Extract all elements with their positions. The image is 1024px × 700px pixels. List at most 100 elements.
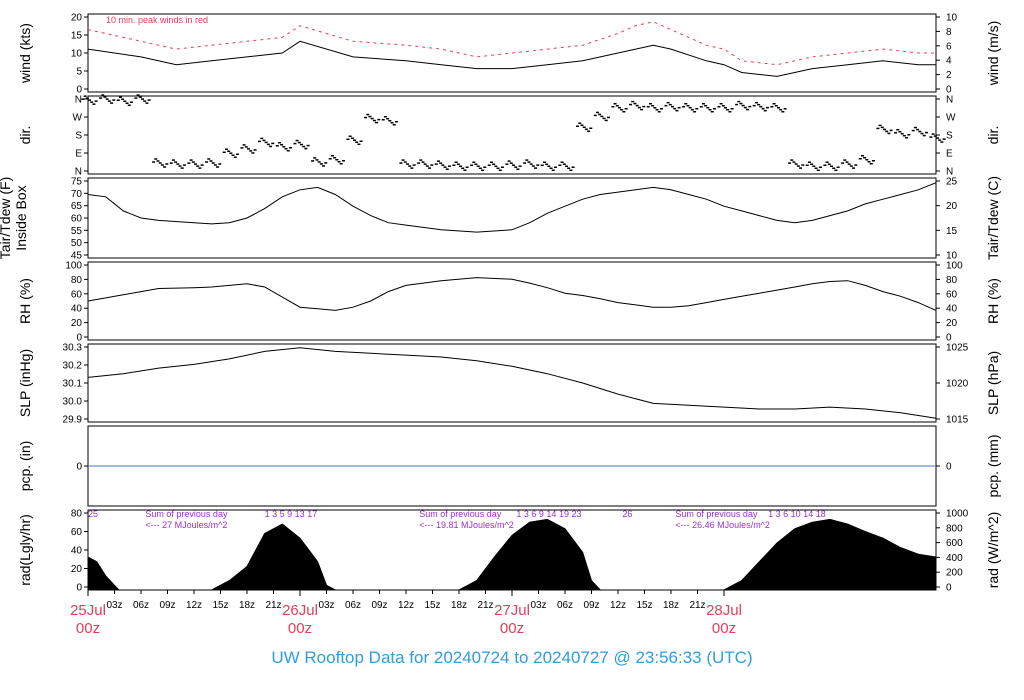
- data-point: [500, 166, 504, 168]
- data-point: [107, 100, 111, 102]
- data-point: [642, 105, 646, 108]
- data-point: [757, 103, 761, 106]
- y-tick-label-left: E: [75, 149, 82, 160]
- data-point: [337, 161, 341, 163]
- y-tick-label-right: 100: [946, 261, 963, 272]
- data-point: [942, 138, 946, 140]
- data-point: [781, 111, 785, 113]
- data-point: [655, 109, 659, 111]
- data-point: [878, 124, 882, 127]
- data-point: [536, 164, 540, 166]
- data-point: [832, 167, 836, 169]
- data-point: [494, 165, 498, 167]
- data-point: [743, 106, 747, 109]
- data-point: [348, 135, 352, 137]
- data-point: [366, 113, 370, 116]
- data-point: [388, 120, 392, 122]
- data-point: [328, 158, 332, 160]
- data-point: [763, 109, 767, 112]
- data-point: [531, 165, 535, 167]
- data-point: [410, 167, 414, 169]
- data-point: [582, 126, 586, 128]
- data-point: [169, 162, 173, 164]
- data-point: [300, 143, 303, 146]
- data-point: [633, 102, 637, 105]
- data-point: [110, 102, 114, 104]
- data-point: [505, 163, 509, 165]
- data-point: [584, 128, 588, 130]
- y-tick-label-right: E: [946, 149, 953, 160]
- y-tick-label-right: 60: [946, 289, 958, 300]
- data-point: [889, 129, 893, 132]
- y-tick-label-left: 70: [71, 189, 83, 200]
- data-point: [341, 160, 345, 162]
- y-tick-label-left: N: [75, 167, 82, 178]
- data-point: [165, 163, 169, 165]
- data-point: [894, 132, 898, 134]
- y-axis-label-right: RH (%): [985, 278, 1001, 324]
- data-point: [777, 107, 780, 109]
- data-point: [883, 128, 886, 131]
- data-point: [233, 156, 237, 158]
- data-point: [721, 105, 725, 107]
- x-tick-label: 09z: [583, 600, 599, 611]
- data-point: [284, 148, 288, 150]
- data-line: [87, 277, 937, 311]
- data-point: [637, 106, 641, 109]
- data-point: [580, 124, 584, 126]
- data-point: [717, 106, 721, 108]
- data-point: [158, 162, 162, 164]
- x-tick-label: 15z: [212, 600, 228, 611]
- data-point: [421, 161, 425, 163]
- data-point: [417, 162, 421, 164]
- data-point: [127, 104, 131, 106]
- data-point: [364, 116, 368, 119]
- data-point: [659, 108, 663, 110]
- data-point: [933, 135, 937, 137]
- data-point: [507, 160, 511, 162]
- data-point: [470, 164, 474, 166]
- y-tick-label-right: 200: [946, 568, 963, 579]
- data-point: [174, 161, 178, 163]
- data-point: [399, 162, 403, 164]
- data-point: [412, 164, 416, 166]
- data-point: [428, 167, 432, 169]
- data-point: [765, 106, 769, 109]
- data-point: [145, 102, 149, 104]
- data-point: [825, 161, 829, 163]
- data-point: [302, 145, 306, 148]
- data-point: [830, 165, 833, 167]
- data-point: [381, 119, 385, 121]
- data-point: [275, 145, 279, 147]
- data-point: [622, 111, 626, 113]
- y-tick-label-right: 1000: [946, 509, 969, 520]
- data-point: [90, 101, 94, 103]
- data-point: [286, 150, 290, 152]
- data-point: [216, 166, 220, 168]
- data-point: [843, 159, 847, 161]
- data-point: [613, 103, 617, 105]
- data-point: [487, 164, 491, 166]
- data-point: [774, 105, 778, 107]
- data-point: [640, 108, 644, 111]
- x-tick-label: 12z: [398, 600, 414, 611]
- data-point: [313, 157, 317, 159]
- data-point: [143, 100, 147, 102]
- data-point: [834, 169, 838, 171]
- data-point: [459, 165, 462, 167]
- data-point: [481, 169, 485, 171]
- data-point: [306, 144, 310, 147]
- data-point: [359, 140, 363, 142]
- y-axis-label-left: wind (kts): [17, 23, 33, 84]
- data-point: [377, 118, 381, 121]
- y-tick-label-left: 30.3: [63, 343, 83, 354]
- data-point: [602, 117, 606, 120]
- data-point: [196, 165, 200, 167]
- data-point: [205, 161, 209, 163]
- data-point: [593, 114, 597, 117]
- data-point: [805, 164, 809, 166]
- data-point: [728, 111, 732, 113]
- y-tick-label-left: 20: [71, 318, 83, 329]
- data-point: [657, 111, 661, 113]
- data-point: [799, 167, 803, 169]
